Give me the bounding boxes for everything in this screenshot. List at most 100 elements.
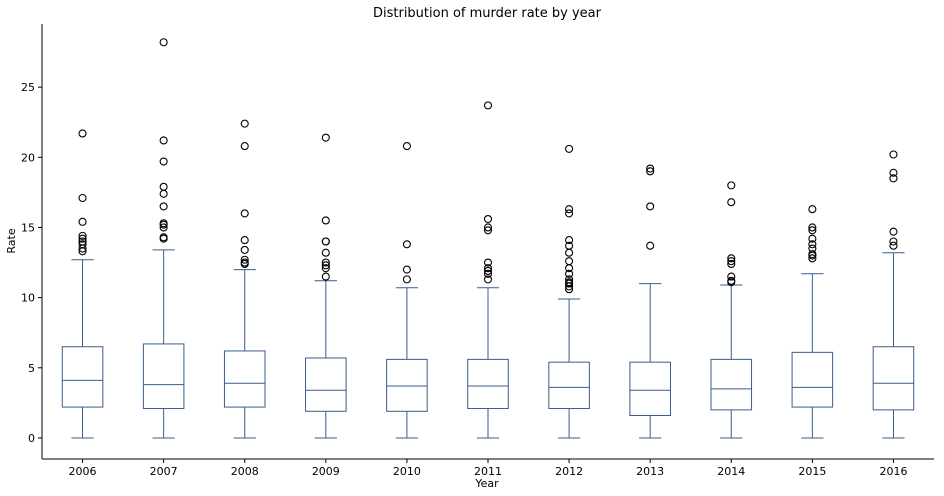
outlier-point: [321, 133, 330, 142]
outlier-point: [646, 164, 655, 173]
outlier-point: [889, 241, 898, 250]
box-body: [386, 358, 428, 412]
outlier-point: [159, 136, 168, 145]
outlier-point: [565, 241, 574, 250]
y-tick-label: 25: [21, 81, 35, 94]
outlier-point: [159, 38, 168, 47]
outlier-point: [402, 240, 411, 249]
x-tick-label: 2013: [636, 465, 664, 478]
outlier-point: [565, 275, 574, 284]
outlier-point: [889, 237, 898, 246]
y-axis-label: Rate: [5, 228, 18, 253]
outlier-point: [646, 202, 655, 211]
outlier-point: [78, 193, 87, 203]
x-tick-label: 2008: [231, 465, 259, 478]
outlier-point: [78, 237, 87, 246]
outlier-point: [483, 223, 493, 232]
y-tick-label: 10: [21, 292, 35, 305]
outlier-point: [483, 258, 493, 267]
outlier-point: [889, 168, 898, 177]
outlier-point: [78, 240, 87, 249]
outlier-point: [159, 233, 168, 242]
outlier-point: [646, 241, 655, 250]
outlier-point: [483, 269, 493, 278]
outlier-point: [240, 209, 249, 218]
x-tick-label: 2016: [879, 465, 907, 478]
outlier-point: [78, 129, 87, 138]
x-tick-label: 2015: [798, 465, 826, 478]
outlier-point: [646, 167, 655, 176]
x-tick-label: 2012: [555, 465, 583, 478]
outlier-point: [808, 240, 817, 249]
outlier-point: [483, 266, 493, 276]
box-body: [629, 361, 671, 417]
outlier-point: [402, 275, 411, 284]
outlier-point: [565, 209, 574, 218]
outlier-point: [240, 119, 249, 128]
outlier-point: [565, 236, 574, 245]
x-tick-label: 2010: [393, 465, 421, 478]
outlier-point: [159, 182, 168, 191]
outlier-point: [808, 234, 817, 243]
outlier-point: [78, 231, 87, 240]
y-tick-label: 5: [28, 362, 35, 375]
box-2014: [710, 181, 753, 439]
box-2008: [223, 119, 266, 439]
outlier-point: [483, 214, 493, 224]
outlier-point: [808, 223, 817, 232]
x-tick-label: 2014: [717, 465, 745, 478]
outlier-point: [565, 257, 574, 266]
box-body: [223, 350, 266, 408]
box-series: [61, 38, 915, 439]
outlier-point: [78, 217, 87, 226]
x-axis: 2006 2007 2008 2009 2010 2011 2012 2013 2014 2015…: [42, 458, 934, 478]
outlier-point: [159, 157, 168, 166]
outlier-point: [889, 150, 898, 159]
box-2006: [61, 129, 104, 439]
outlier-point: [727, 259, 736, 269]
outlier-point: [240, 236, 249, 245]
outlier-point: [808, 205, 817, 214]
outlier-point: [727, 257, 736, 266]
outlier-point: [565, 269, 574, 278]
box-body: [548, 361, 590, 409]
outlier-point: [240, 142, 249, 151]
y-tick-label: 20: [21, 151, 35, 164]
outlier-point: [321, 248, 330, 257]
outlier-point: [402, 265, 411, 274]
box-2009: [305, 133, 347, 439]
outlier-point: [727, 276, 736, 285]
x-tick-label: 2009: [312, 465, 340, 478]
box-body: [61, 346, 104, 408]
x-tick-label: 2006: [69, 465, 97, 478]
outlier-point: [727, 198, 736, 207]
box-2016: [872, 150, 915, 439]
outlier-point: [321, 216, 330, 225]
outlier-point: [240, 258, 249, 267]
box-body: [872, 346, 915, 411]
box-2010: [386, 142, 428, 439]
chart-title: Distribution of murder rate by year: [373, 6, 602, 21]
box-2015: [791, 205, 834, 439]
outlier-point: [483, 264, 493, 273]
box-body: [467, 358, 509, 409]
outlier-point: [321, 258, 330, 267]
outlier-point: [808, 244, 817, 253]
box-2012: [548, 144, 590, 439]
outlier-point: [565, 248, 574, 257]
outlier-point: [808, 226, 817, 235]
y-axis: 0 5 10 15 20 25: [21, 24, 43, 459]
outlier-point: [889, 227, 898, 236]
outlier-point: [483, 226, 493, 235]
outlier-point: [808, 254, 817, 263]
x-axis-label: Year: [474, 477, 499, 490]
x-tick-label: 2007: [150, 465, 178, 478]
outlier-point: [159, 219, 168, 228]
outlier-point: [159, 189, 168, 198]
y-tick-label: 0: [28, 432, 35, 445]
outlier-point: [159, 223, 168, 232]
outlier-point: [808, 250, 817, 259]
outlier-point: [565, 205, 574, 214]
